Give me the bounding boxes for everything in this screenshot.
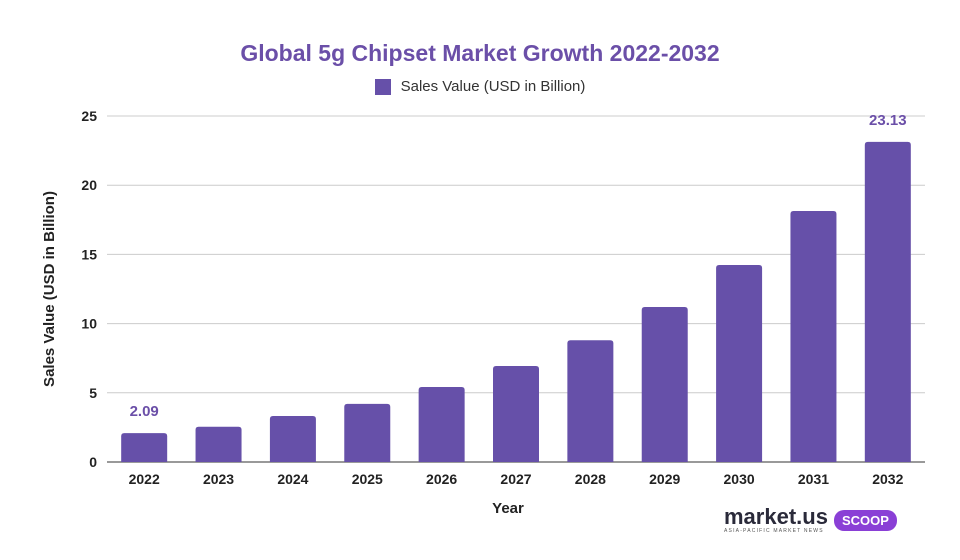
bar-2023 bbox=[195, 426, 242, 462]
legend-label: Sales Value (USD in Billion) bbox=[400, 78, 586, 95]
y-tick-label: 10 bbox=[81, 316, 97, 332]
bar-2031 bbox=[790, 210, 837, 462]
bar-2025 bbox=[344, 403, 391, 462]
x-tick-label: 2029 bbox=[649, 471, 680, 487]
y-tick-label: 15 bbox=[81, 246, 97, 262]
x-tick-label: 2026 bbox=[426, 471, 457, 487]
logo-tagline: ASIA-PACIFIC MARKET NEWS bbox=[724, 528, 824, 534]
y-axis-title: Sales Value (USD in Billion) bbox=[41, 191, 58, 387]
bar-2026 bbox=[418, 386, 465, 462]
x-tick-label: 2022 bbox=[129, 471, 160, 487]
market-us-logo: ​ market.us ASIA-PACIFIC MARKET NEWS SCO… bbox=[718, 506, 897, 534]
x-tick-label: 2027 bbox=[500, 471, 531, 487]
x-tick-label: 2024 bbox=[277, 471, 308, 487]
x-axis-title: Year bbox=[492, 500, 524, 517]
y-tick-label: 0 bbox=[89, 454, 97, 470]
bar-2032 bbox=[864, 141, 911, 462]
bar-2029 bbox=[641, 306, 688, 462]
data-label: 23.13 bbox=[869, 112, 907, 129]
x-tick-label: 2032 bbox=[872, 471, 903, 487]
bar-2028 bbox=[567, 340, 614, 462]
logo-badge: SCOOP bbox=[833, 509, 897, 531]
y-tick-label: 5 bbox=[89, 385, 97, 401]
y-tick-label: 20 bbox=[81, 177, 97, 193]
bar-2024 bbox=[269, 416, 316, 462]
legend: Sales Value (USD in Billion) bbox=[0, 78, 960, 95]
bar-2030 bbox=[716, 265, 763, 462]
data-label: 2.09 bbox=[130, 403, 159, 420]
chart-title: Global 5g Chipset Market Growth 2022-203… bbox=[240, 40, 720, 66]
legend-swatch bbox=[374, 78, 391, 95]
x-tick-label: 2023 bbox=[203, 471, 234, 487]
y-tick-label: 25 bbox=[81, 108, 97, 124]
bar-2022 bbox=[121, 433, 168, 462]
bar-2027 bbox=[493, 365, 539, 462]
x-tick-label: 2030 bbox=[724, 471, 755, 487]
logo-brand: market.us bbox=[724, 504, 828, 529]
x-tick-label: 2031 bbox=[798, 471, 829, 487]
x-tick-label: 2028 bbox=[575, 471, 606, 487]
x-tick-label: 2025 bbox=[352, 471, 383, 487]
